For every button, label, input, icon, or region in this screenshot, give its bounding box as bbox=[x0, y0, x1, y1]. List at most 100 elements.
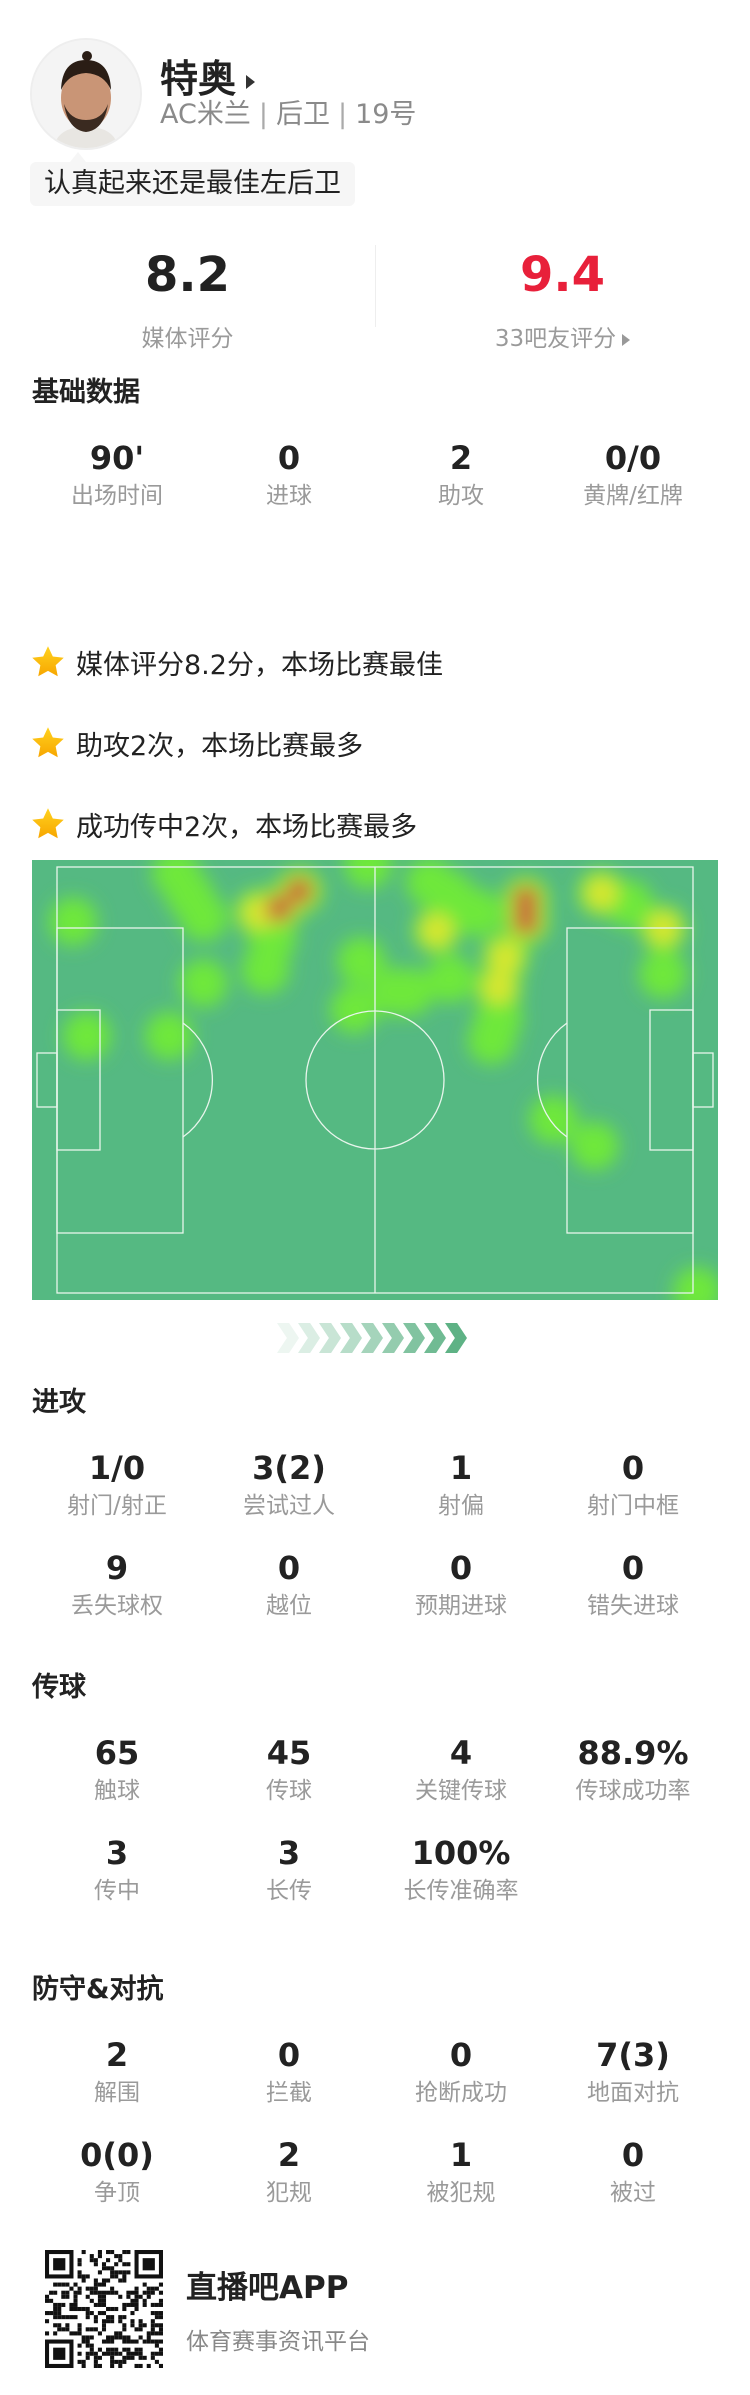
stat-value: 3(2) bbox=[252, 1449, 326, 1487]
stat-cell: 7(3) 地面对抗 bbox=[547, 2035, 719, 2135]
stat-label: 被过 bbox=[610, 2180, 656, 2206]
stat-value: 0 bbox=[621, 1549, 645, 1587]
stat-value: 0 bbox=[277, 439, 301, 477]
heat-blob bbox=[179, 893, 228, 942]
stat-cell: 45 传球 bbox=[203, 1733, 375, 1833]
stat-row: 1/0 射门/射正 3(2) 尝试过人 1 射偏 0 射门中框 bbox=[0, 1448, 750, 1548]
stat-value: 0 bbox=[277, 2036, 301, 2074]
player-photo-icon bbox=[32, 40, 140, 148]
heat-blob bbox=[337, 937, 386, 986]
stat-minutes: 90' 出场时间 bbox=[31, 438, 203, 538]
stat-label: 射门中框 bbox=[587, 1493, 679, 1519]
stat-cell: 88.9% 传球成功率 bbox=[547, 1733, 719, 1833]
heat-blob bbox=[512, 908, 539, 935]
defense-stats: 2 解围 0 拦截 0 抢断成功 7(3) 地面对抗 0(0) 争顶 2 犯规 1 被犯规 0 被过 bbox=[0, 2035, 750, 2235]
heat-blob bbox=[49, 897, 98, 946]
stat-value: 0/0 bbox=[604, 439, 662, 477]
stat-cell: 3(2) 尝试过人 bbox=[203, 1448, 375, 1548]
highlight-text: 助攻2次，本场比赛最多 bbox=[76, 730, 364, 762]
chevron-right-icon bbox=[424, 1323, 446, 1353]
stat-value: 0 bbox=[621, 1449, 645, 1487]
stat-value: 7(3) bbox=[596, 2036, 670, 2074]
section-title-passing: 传球 bbox=[32, 1672, 86, 1703]
stat-value: 2 bbox=[449, 439, 473, 477]
stat-row: 2 解围 0 拦截 0 抢断成功 7(3) 地面对抗 bbox=[0, 2035, 750, 2135]
app-slogan: 体育赛事资讯平台 bbox=[186, 2329, 370, 2355]
stat-cell: 100% 长传准确率 bbox=[375, 1833, 547, 1933]
heat-blob bbox=[286, 877, 313, 904]
chevron-right-icon bbox=[277, 1323, 299, 1353]
fan-rating-label-text: 33吧友评分 bbox=[494, 326, 617, 352]
highlight-item: 媒体评分8.2分，本场比赛最佳 bbox=[30, 640, 443, 684]
highlight-text: 媒体评分8.2分，本场比赛最佳 bbox=[76, 649, 443, 681]
pitch-lines bbox=[36, 866, 714, 1294]
stat-label: 进球 bbox=[266, 483, 312, 509]
heat-blob bbox=[529, 1095, 578, 1144]
stat-cell: 1/0 射门/射正 bbox=[31, 1448, 203, 1548]
star-icon bbox=[32, 727, 64, 758]
stat-cell: 2 解围 bbox=[31, 2035, 203, 2135]
team-name: AC米兰 bbox=[160, 99, 251, 130]
stat-label: 解围 bbox=[94, 2080, 140, 2106]
stat-label: 被犯规 bbox=[426, 2180, 496, 2206]
stat-label: 传球 bbox=[266, 1778, 312, 1804]
player-name[interactable]: 特奥 bbox=[160, 48, 256, 103]
heat-blobs bbox=[49, 860, 718, 1300]
section-title-defense: 防守&对抗 bbox=[32, 1974, 164, 2005]
stat-cell: 0 抢断成功 bbox=[375, 2035, 547, 2135]
stat-label: 触球 bbox=[94, 1778, 140, 1804]
caret-right-icon bbox=[622, 334, 631, 346]
stat-cell: 3 长传 bbox=[203, 1833, 375, 1933]
stat-cell: 2 犯规 bbox=[203, 2135, 375, 2235]
stat-value: 1 bbox=[449, 1449, 473, 1487]
highlight-item: 成功传中2次，本场比赛最多 bbox=[30, 802, 417, 846]
chevron-right-icon bbox=[298, 1323, 320, 1353]
stat-value: 1/0 bbox=[88, 1449, 146, 1487]
basic-stats: 90' 出场时间 0 进球 2 助攻 0/0 黄牌/红牌 bbox=[0, 438, 750, 538]
stat-value: 100% bbox=[411, 1834, 511, 1872]
heat-blob bbox=[584, 876, 619, 910]
fan-rating-label[interactable]: 33吧友评分 bbox=[375, 319, 750, 353]
qr-code[interactable] bbox=[45, 2250, 163, 2368]
stat-label: 关键传球 bbox=[415, 1778, 507, 1804]
player-avatar[interactable] bbox=[30, 38, 142, 150]
stat-label: 错失进球 bbox=[587, 1593, 679, 1619]
fan-rating-value: 9.4 bbox=[519, 247, 606, 303]
separator: | bbox=[258, 99, 268, 130]
stat-cards: 0/0 黄牌/红牌 bbox=[547, 438, 719, 538]
heat-blob bbox=[330, 985, 379, 1034]
heat-blob bbox=[265, 895, 292, 922]
stat-cell: 65 触球 bbox=[31, 1733, 203, 1833]
heat-blob bbox=[179, 959, 228, 1008]
stat-label: 丢失球权 bbox=[71, 1593, 163, 1619]
stat-value: 9 bbox=[105, 1549, 129, 1587]
stat-value: 0 bbox=[277, 1549, 301, 1587]
stat-value: 45 bbox=[266, 1734, 312, 1772]
stat-label: 争顶 bbox=[94, 2180, 140, 2206]
heat-blob bbox=[145, 1012, 194, 1060]
stat-label: 射门/射正 bbox=[67, 1493, 167, 1519]
stat-cell: 0 越位 bbox=[203, 1548, 375, 1648]
stat-row: 0(0) 争顶 2 犯规 1 被犯规 0 被过 bbox=[0, 2135, 750, 2235]
chevron-right-icon bbox=[382, 1323, 404, 1353]
stat-row: 65 触球 45 传球 4 关键传球 88.9% 传球成功率 bbox=[0, 1733, 750, 1833]
fan-rating[interactable]: 9.4 33吧友评分 bbox=[375, 245, 750, 353]
stat-cell: 3 传中 bbox=[31, 1833, 203, 1933]
stat-value: 0 bbox=[621, 2136, 645, 2174]
stat-value: 1 bbox=[449, 2136, 473, 2174]
stat-value: 4 bbox=[449, 1734, 473, 1772]
comment-bubble: 认真起来还是最佳左后卫 bbox=[30, 152, 355, 206]
stat-value: 90' bbox=[89, 439, 145, 477]
attack-direction-arrows-icon bbox=[277, 1323, 467, 1353]
stat-cell: 0 拦截 bbox=[203, 2035, 375, 2135]
section-title-basic: 基础数据 bbox=[32, 377, 140, 408]
stat-value: 3 bbox=[277, 1834, 301, 1872]
position: 后卫 bbox=[275, 99, 330, 130]
passing-stats: 65 触球 45 传球 4 关键传球 88.9% 传球成功率 3 传中 3 长传 100% 长传准确率 bbox=[0, 1733, 750, 1933]
heat-blob bbox=[385, 968, 434, 1016]
star-icon bbox=[32, 646, 64, 677]
heat-blob bbox=[673, 1267, 718, 1300]
stat-label: 犯规 bbox=[266, 2180, 312, 2206]
stat-label: 长传 bbox=[266, 1878, 312, 1904]
heatmap bbox=[32, 860, 718, 1300]
